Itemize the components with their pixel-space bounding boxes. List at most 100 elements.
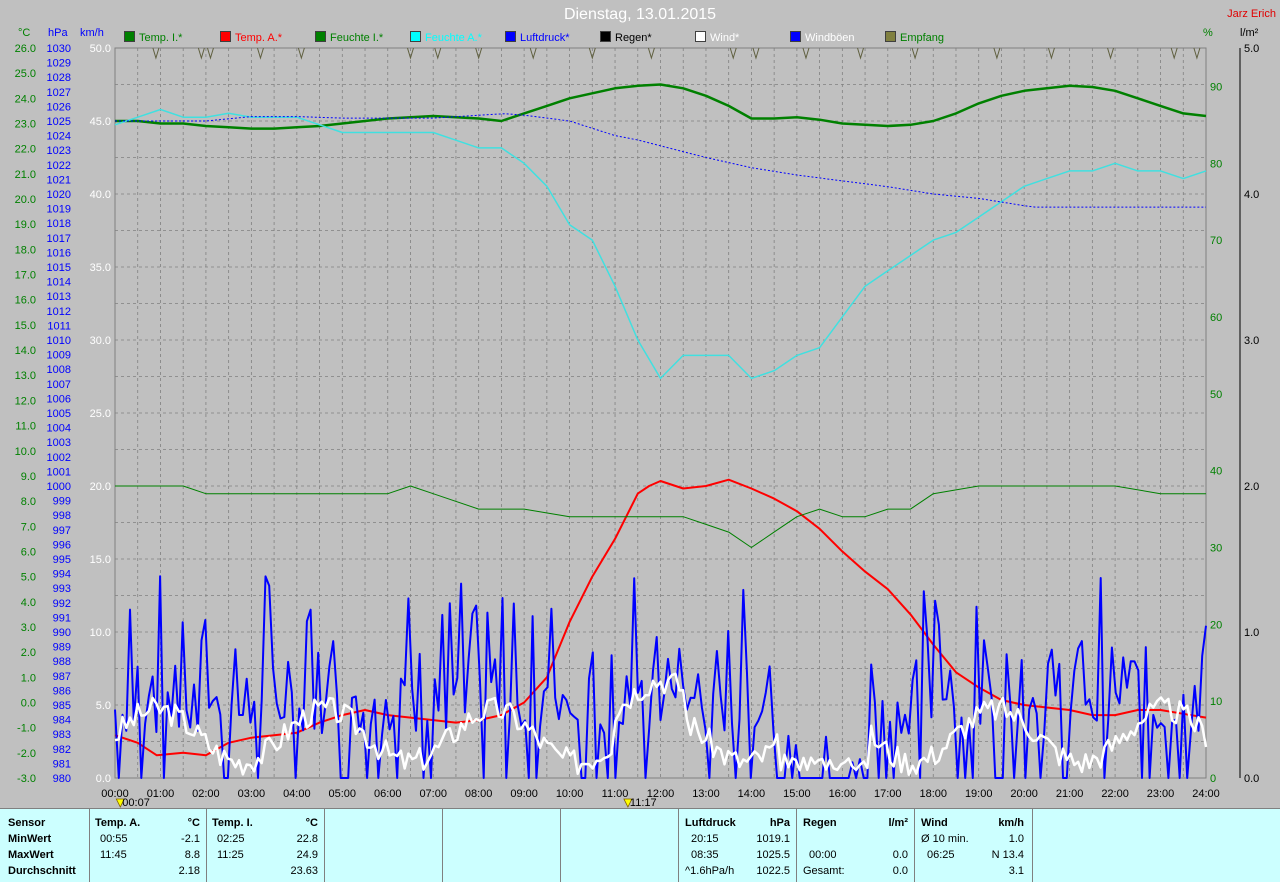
temp-i-column: Temp. I. °C 02:25 22.8 11:25 24.9 23.63	[206, 809, 324, 882]
total-value: 0.0	[892, 865, 908, 877]
wind-tick-label: 35.0	[90, 262, 111, 274]
legend-swatch	[695, 31, 706, 42]
column-header: Regen	[803, 817, 837, 829]
temp-tick-label: 26.0	[15, 43, 36, 55]
empty-column	[442, 809, 560, 882]
max-time: 00:00	[809, 849, 837, 861]
pressure-tick-label: 986	[53, 685, 71, 697]
wind-tick-label: 30.0	[90, 335, 111, 347]
pressure-tick-label: 1004	[47, 423, 71, 435]
wind-tick-label: 15.0	[90, 554, 111, 566]
x-tick-label: 07:00	[419, 788, 447, 800]
pressure-tick-label: 1014	[47, 277, 71, 289]
temp-tick-label: 17.0	[15, 270, 36, 282]
legend-item[interactable]: Temp. A.*	[220, 31, 282, 44]
legend-label: Feuchte A.*	[425, 32, 482, 44]
x-tick-label: 13:00	[692, 788, 720, 800]
legend-label: Empfang	[900, 32, 945, 44]
legend-item[interactable]: Luftdruck*	[505, 31, 570, 44]
pressure-tick-label: 1003	[47, 437, 71, 449]
reception-mark	[857, 47, 864, 60]
legend-swatch	[600, 31, 611, 42]
pressure-tick-label: 985	[53, 700, 71, 712]
column-header: Luftdruck	[685, 817, 736, 829]
temp-tick-label: -1.0	[17, 723, 36, 735]
rain-tick-label: 0.0	[1244, 773, 1259, 785]
avg-value: 23.63	[290, 865, 318, 877]
temp-tick-label: 10.0	[15, 446, 36, 458]
x-tick-label: 14:00	[738, 788, 766, 800]
series-line-wind	[114, 672, 1208, 776]
humidity-tick-label: 0	[1210, 773, 1216, 785]
pressure-trend: ^1.6hPa/h	[685, 865, 735, 877]
humidity-tick-label: 60	[1210, 312, 1222, 324]
legend-item[interactable]: Feuchte I.*	[315, 31, 383, 44]
max-value: 8.8	[184, 849, 200, 861]
x-tick-label: 17:00	[874, 788, 902, 800]
pressure-tick-label: 994	[53, 569, 71, 581]
x-tick-label: 01:00	[147, 788, 175, 800]
min-time: 00:55	[100, 833, 128, 845]
min-time: 20:15	[691, 833, 719, 845]
pressure-tick-label: 1002	[47, 452, 71, 464]
max-time: 11:25	[217, 849, 244, 861]
x-tick-label: 10:00	[556, 788, 584, 800]
pressure-tick-label: 1012	[47, 306, 71, 318]
temp-tick-label: 20.0	[15, 194, 36, 206]
x-tick-label: 23:00	[1147, 788, 1175, 800]
wind-tick-label: 0.0	[96, 773, 111, 785]
temp-tick-label: 11.0	[15, 421, 36, 433]
author-label: Jarz Erich	[1227, 8, 1276, 20]
temp-tick-label: 19.0	[15, 219, 36, 231]
rain-tick-label: 1.0	[1244, 627, 1259, 639]
x-tick-label: 20:00	[1010, 788, 1038, 800]
temp-tick-label: 7.0	[21, 521, 36, 533]
pressure-tick-label: 1001	[47, 466, 71, 478]
x-tick-label: 11:00	[602, 788, 629, 800]
pressure-tick-label: 1021	[47, 174, 71, 186]
temp-tick-label: 24.0	[15, 93, 36, 105]
pressure-column: Luftdruck hPa 20:15 1019.1 08:35 1025.5 …	[678, 809, 796, 882]
column-header: Temp. I.	[212, 817, 253, 829]
rain-tick-label: 4.0	[1244, 189, 1259, 201]
row-label-avg: Durchschnitt	[8, 865, 76, 877]
pressure-tick-label: 1028	[47, 72, 71, 84]
legend-item[interactable]: Feuchte A.*	[410, 31, 482, 44]
pressure-tick-label: 982	[53, 744, 71, 756]
pressure-tick-label: 998	[53, 510, 71, 522]
legend-label: Temp. A.*	[235, 32, 283, 44]
column-divider	[1032, 809, 1033, 882]
x-tick-label: 04:00	[283, 788, 311, 800]
wind-tick-label: 10.0	[90, 627, 111, 639]
legend-item[interactable]: Empfang	[885, 31, 944, 44]
rain-unit-label: l/m²	[1240, 27, 1259, 39]
wind-column: Wind km/h Ø 10 min. 1.0 06:25 N 13.4 3.1	[914, 809, 1032, 882]
legend-item[interactable]: Wind*	[695, 31, 739, 44]
legend-item[interactable]: Temp. I.*	[124, 31, 182, 44]
pressure-tick-label: 1023	[47, 145, 71, 157]
temp-unit-label: °C	[18, 27, 31, 39]
x-tick-label: 24:00	[1192, 788, 1220, 800]
legend-item[interactable]: Regen*	[600, 31, 652, 44]
pressure-tick-label: 1008	[47, 364, 71, 376]
temp-tick-label: 21.0	[15, 169, 36, 181]
x-tick-label: 21:00	[1056, 788, 1084, 800]
legend-label: Wind*	[710, 32, 740, 44]
max-value: 0.0	[892, 849, 908, 861]
reception-mark	[1107, 47, 1115, 60]
legend-item[interactable]: Windböen	[790, 31, 855, 44]
pressure-tick-label: 1027	[47, 87, 71, 99]
legend-label: Regen*	[615, 32, 652, 44]
reception-mark	[1193, 47, 1201, 60]
pressure-tick-label: 1017	[47, 233, 71, 245]
legend-label: Temp. I.*	[139, 32, 183, 44]
legend-swatch	[315, 31, 326, 42]
x-tick-label: 00:00	[101, 788, 129, 800]
legend-label: Feuchte I.*	[330, 32, 384, 44]
row-label-sensor: Sensor	[8, 817, 46, 829]
series-line-feuchte-i	[115, 485, 1206, 548]
pressure-tick-label: 1020	[47, 189, 71, 201]
humidity-tick-label: 50	[1210, 389, 1222, 401]
rain-tick-label: 5.0	[1244, 43, 1259, 55]
series-line-luftdruck	[115, 113, 1206, 208]
